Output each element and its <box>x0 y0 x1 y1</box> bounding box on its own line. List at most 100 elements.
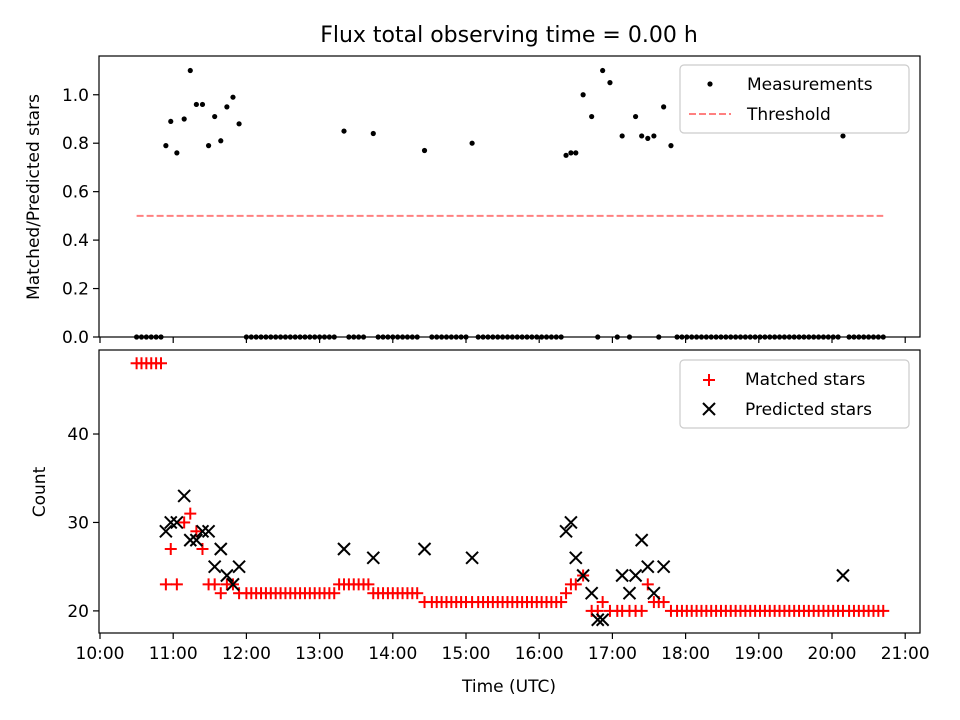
predicted-point <box>465 551 479 565</box>
measurement-point <box>632 113 639 120</box>
matched-point <box>596 596 609 609</box>
predicted-point <box>595 613 610 627</box>
predicted-point <box>417 542 432 556</box>
measurement-point <box>341 128 347 134</box>
matched-point <box>214 587 227 600</box>
bottom-x-tick-label: 14:00 <box>368 644 417 664</box>
measurement-point <box>421 147 428 154</box>
chart-title: Flux total observing time = 0.00 h <box>320 23 698 48</box>
measurement-point <box>607 80 613 86</box>
predicted-point <box>628 568 643 583</box>
measurement-point <box>236 121 242 127</box>
measurement-point <box>645 135 651 141</box>
predicted-point <box>164 515 178 530</box>
predicted-point <box>207 559 222 574</box>
bottom-legend-box <box>679 359 910 429</box>
legend-marker-matched <box>703 374 715 386</box>
legend-marker-measurements <box>707 81 713 87</box>
measurement-point <box>840 133 846 139</box>
predicted-point <box>647 586 661 600</box>
bottom-x-tick-label: 16:00 <box>515 644 564 664</box>
matched-point <box>877 604 890 617</box>
bottom-axes-frame <box>98 349 921 634</box>
predicted-point <box>591 613 605 627</box>
measurement-point <box>580 92 586 98</box>
predicted-point <box>559 524 573 539</box>
legend-label-predicted: Predicted stars <box>745 400 872 420</box>
top-axes-frame <box>98 55 921 338</box>
measurement-point <box>181 116 187 122</box>
measurement-point <box>661 104 667 110</box>
bottom-ticks: 20 30 40 10:00 11:00 12:00 13:00 14:00 15:00 16:0… <box>67 425 929 664</box>
predicted-point <box>177 489 191 503</box>
predicted-point <box>615 568 629 583</box>
legend-label-threshold: Threshold <box>746 105 831 125</box>
top-y-tick-label: 1.0 <box>62 86 89 106</box>
measurement-point <box>370 130 376 137</box>
matched-point <box>170 578 183 591</box>
bottom-y-tick-label: 20 <box>67 602 89 622</box>
top-legend-box <box>679 64 910 134</box>
matched-point <box>569 578 582 591</box>
predicted-point <box>576 568 590 583</box>
bottom-y-tick-label: 40 <box>67 425 89 445</box>
measurement-point <box>668 143 674 149</box>
top-panel: 0.0 0.2 0.4 0.6 0.8 1.0 Matched/Predicted sta… <box>24 55 921 348</box>
legend-marker-predicted <box>702 402 716 416</box>
measurement-point <box>187 67 193 74</box>
predicted-point <box>214 542 228 556</box>
matched-point <box>411 587 424 600</box>
predicted-point <box>201 524 216 539</box>
matched-point <box>328 587 341 600</box>
measurement-point <box>212 113 218 120</box>
matched-point <box>184 507 197 520</box>
measurement-point <box>199 101 206 108</box>
bottom-x-tick-label: 12:00 <box>222 644 271 664</box>
predicted-point <box>584 586 599 600</box>
top-ticks: 0.0 0.2 0.4 0.6 0.8 1.0 <box>62 86 906 348</box>
measurement-point <box>230 94 236 100</box>
predicted-point <box>220 568 234 583</box>
measurement-point <box>218 138 224 144</box>
measurement-point <box>193 101 199 108</box>
measurement-point <box>589 113 595 120</box>
bottom-panel: 20 30 40 10:00 11:00 12:00 13:00 14:00 15:00 16:0… <box>30 349 930 697</box>
predicted-point <box>836 568 850 583</box>
measurement-point <box>469 140 475 146</box>
bottom-legend: Matched stars Predicted stars <box>679 359 910 429</box>
measurement-point <box>224 104 230 110</box>
predicted-point <box>564 515 578 530</box>
predicted-point <box>189 533 204 547</box>
predicted-points <box>159 489 850 627</box>
legend-label-measurements: Measurements <box>747 75 873 95</box>
bottom-x-tick-label: 19:00 <box>734 644 783 664</box>
bottom-x-tick-label: 21:00 <box>881 644 930 664</box>
top-y-tick-label: 0.2 <box>62 280 89 300</box>
matched-point <box>208 578 221 591</box>
predicted-point <box>656 559 671 574</box>
matched-point <box>155 357 167 370</box>
predicted-point <box>569 551 583 565</box>
predicted-point <box>183 533 197 547</box>
top-legend: Measurements Threshold <box>679 64 910 134</box>
matched-point <box>159 578 172 591</box>
matched-point <box>362 578 375 591</box>
predicted-point <box>622 586 637 600</box>
matched-point <box>164 542 177 555</box>
legend-label-matched: Matched stars <box>745 370 865 390</box>
top-y-tick-label: 0.6 <box>62 183 89 203</box>
measurement-point <box>168 118 174 125</box>
measurement-point <box>205 143 212 149</box>
bottom-x-tick-label: 17:00 <box>588 644 637 664</box>
measurement-point <box>563 152 569 158</box>
measurement-point <box>163 143 169 149</box>
bottom-x-tick-label: 11:00 <box>149 644 198 664</box>
predicted-point <box>226 577 240 592</box>
bottom-x-tick-label: 10:00 <box>76 644 125 664</box>
bottom-y-tick-label: 30 <box>67 513 89 533</box>
bottom-x-tick-label: 13:00 <box>295 644 344 664</box>
predicted-point <box>641 559 655 574</box>
matched-point <box>555 596 568 609</box>
measurement-point <box>600 67 606 74</box>
